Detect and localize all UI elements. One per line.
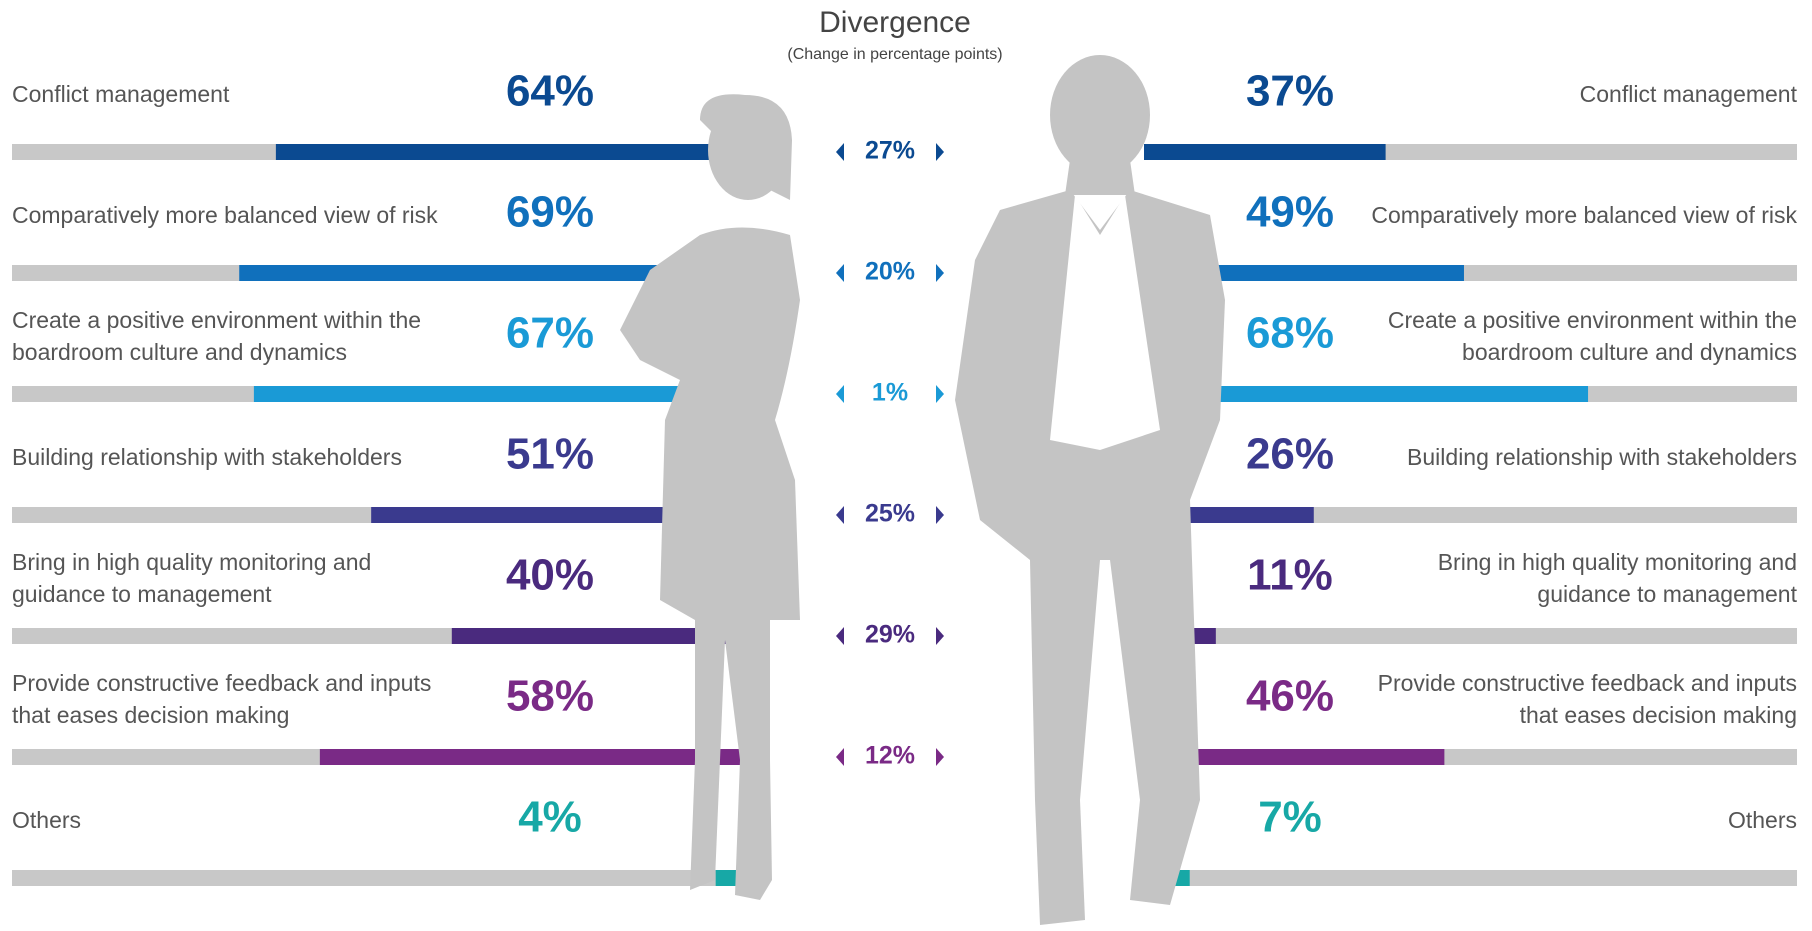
category-label-left: Building relationship with stakeholders (12, 421, 452, 493)
man-head (1050, 55, 1150, 175)
category-label-right: Others (1367, 784, 1797, 856)
category-label-right: Building relationship with stakeholders (1367, 421, 1797, 493)
bar-track (12, 870, 745, 886)
category-label-left: Conflict management (12, 58, 452, 130)
arrow-right (936, 506, 944, 524)
bar-track (1144, 628, 1797, 644)
arrow-right (936, 264, 944, 282)
arrow-left (836, 506, 844, 524)
divergence-label: 29% (865, 621, 915, 649)
bar-right (1144, 144, 1386, 160)
category-label-left: Create a positive environment within the… (12, 300, 452, 372)
bar-left (254, 386, 745, 402)
value-label-right: 11% (1247, 551, 1333, 600)
category-label-right: Bring in high quality monitoring and gui… (1367, 542, 1797, 614)
category-label-left: Others (12, 784, 452, 856)
divergence-label: 25% (865, 500, 915, 528)
value-label-left: 4% (518, 793, 582, 842)
silhouettes (620, 55, 1225, 925)
value-label-left: 67% (506, 309, 594, 358)
value-label-left: 40% (506, 551, 594, 600)
man-neck (1065, 160, 1135, 195)
value-label-right: 37% (1246, 67, 1334, 116)
arrow-left (836, 264, 844, 282)
arrow-right (936, 748, 944, 766)
value-label-left: 69% (506, 188, 594, 237)
arrow-left (836, 385, 844, 403)
divergence-label: 1% (872, 379, 908, 407)
value-label-right: 68% (1246, 309, 1334, 358)
bar-left (320, 749, 745, 765)
arrow-right (936, 385, 944, 403)
value-label-left: 58% (506, 672, 594, 721)
labels: 64% 37% 27% 69% 49% 20% 67% 68% 1% 51% 26% 25% 40% 11… (506, 67, 1334, 842)
category-label-right: Conflict management (1367, 58, 1797, 130)
category-label-right: Provide constructive feedback and inputs… (1367, 663, 1797, 735)
bar-track (1144, 870, 1797, 886)
arrow-left (836, 748, 844, 766)
divergence-label: 12% (865, 742, 915, 770)
value-label-right: 26% (1246, 430, 1334, 479)
category-label-left: Bring in high quality monitoring and gui… (12, 542, 452, 614)
value-label-right: 7% (1258, 793, 1322, 842)
arrow-left (836, 627, 844, 645)
value-label-right: 46% (1246, 672, 1334, 721)
divergence-label: 27% (865, 137, 915, 165)
chart-subtitle: (Change in percentage points) (787, 46, 1002, 63)
woman-body (620, 228, 800, 901)
value-label-left: 64% (506, 67, 594, 116)
arrow-left (836, 143, 844, 161)
divergence-label: 20% (865, 258, 915, 286)
category-label-right: Create a positive environment within the… (1367, 300, 1797, 372)
chart-title: Divergence (819, 6, 971, 39)
category-label-left: Provide constructive feedback and inputs… (12, 663, 452, 735)
arrow-right (936, 627, 944, 645)
arrow-right (936, 143, 944, 161)
category-label-left: Comparatively more balanced view of risk (12, 179, 452, 251)
value-label-left: 51% (506, 430, 594, 479)
category-label-right: Comparatively more balanced view of risk (1367, 179, 1797, 251)
value-label-right: 49% (1246, 188, 1334, 237)
bar-left (276, 144, 745, 160)
page: 64% 37% 27% 69% 49% 20% 67% 68% 1% 51% 26% 25% 40% 11… (0, 0, 1812, 931)
